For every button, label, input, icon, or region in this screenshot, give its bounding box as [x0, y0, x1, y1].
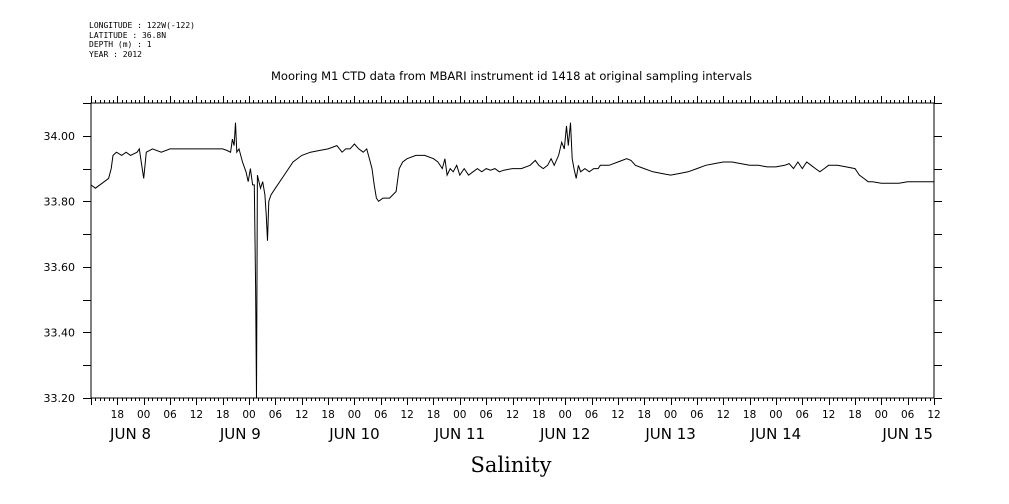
salinity-series-line: [90, 122, 934, 399]
x-hour-label: 18: [111, 409, 124, 421]
longitude-label: LONGITUDE : 122W(-122): [89, 21, 195, 30]
x-hour-label: 18: [321, 409, 334, 421]
x-day-label: JUN 15: [881, 425, 932, 443]
x-day-label: JUN 10: [328, 425, 379, 443]
station-metadata: LONGITUDE : 122W(-122) LATITUDE : 36.8N …: [89, 21, 195, 59]
x-day-label: JUN 12: [539, 425, 590, 443]
x-hour-label: 12: [611, 409, 624, 421]
x-hour-label: 00: [242, 409, 255, 421]
x-hour-label: 00: [769, 409, 782, 421]
x-day-label: JUN 9: [219, 425, 261, 443]
x-hour-label: 18: [638, 409, 651, 421]
y-tick-label: 33.20: [44, 392, 76, 405]
x-hour-label: 06: [901, 409, 915, 421]
x-day-label: JUN 14: [750, 425, 801, 443]
x-hour-label: 18: [848, 409, 861, 421]
x-hour-label: 06: [585, 409, 599, 421]
x-hour-label: 12: [295, 409, 308, 421]
x-hour-label: 12: [506, 409, 519, 421]
x-hour-label: 12: [717, 409, 730, 421]
x-day-label: JUN 11: [434, 425, 485, 443]
x-hour-label: 06: [374, 409, 388, 421]
x-hour-label: 18: [216, 409, 229, 421]
x-hour-label: 18: [427, 409, 440, 421]
latitude-label: LATITUDE : 36.8N: [89, 30, 167, 40]
x-hour-label: 06: [163, 409, 177, 421]
year-label: YEAR : 2012: [89, 49, 142, 59]
x-hour-label: 00: [875, 409, 888, 421]
y-tick-label: 33.40: [44, 326, 76, 339]
x-day-label: JUN 8: [109, 425, 151, 443]
x-hour-label: 12: [822, 409, 835, 421]
x-day-label: JUN 13: [644, 425, 695, 443]
x-hour-label: 00: [559, 409, 572, 421]
y-tick-label: 33.80: [44, 195, 76, 208]
x-hour-label: 12: [400, 409, 413, 421]
y-tick-label: 33.60: [44, 261, 76, 274]
x-hour-label: 18: [743, 409, 756, 421]
x-hour-label: 12: [927, 409, 940, 421]
x-hour-label: 00: [453, 409, 466, 421]
chart-title: Mooring M1 CTD data from MBARI instrumen…: [271, 69, 752, 83]
plot-frame: [90, 102, 935, 399]
x-hour-label: 18: [532, 409, 545, 421]
x-hour-label: 06: [796, 409, 810, 421]
x-hour-label: 00: [664, 409, 677, 421]
depth-label: DEPTH (m) : 1: [89, 40, 152, 50]
x-hour-label: 00: [137, 409, 150, 421]
x-hour-label: 06: [269, 409, 283, 421]
x-hour-label: 00: [348, 409, 361, 421]
x-hour-label: 12: [190, 409, 203, 421]
x-hour-label: 06: [479, 409, 493, 421]
y-tick-label: 34.00: [44, 130, 76, 143]
x-hour-label: 06: [690, 409, 704, 421]
x-axis-label: Salinity: [470, 453, 552, 477]
